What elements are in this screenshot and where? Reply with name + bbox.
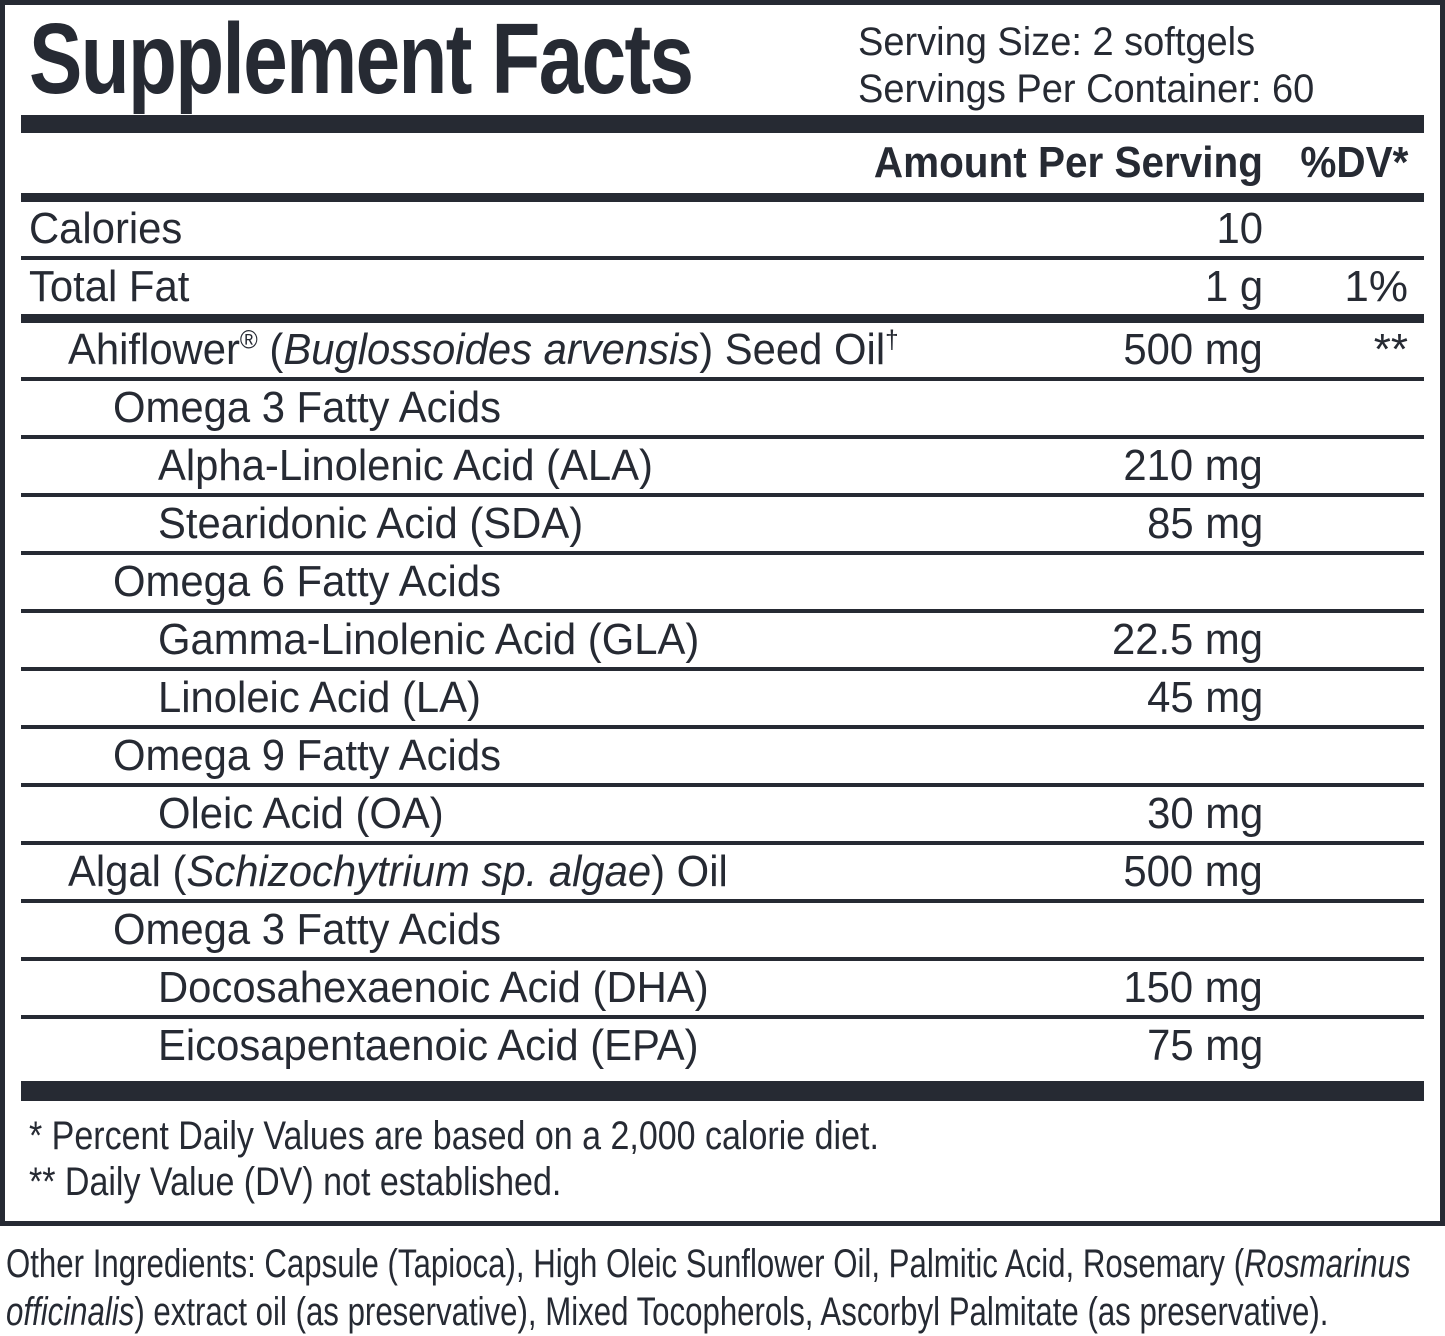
title-wrap: Supplement Facts — [29, 3, 858, 115]
row-amount: 85 mg — [1146, 498, 1263, 548]
row-amount: 30 mg — [1146, 788, 1263, 838]
column-header-row: Amount Per Serving %DV* — [21, 133, 1424, 193]
servings-per-container-line: Servings Per Container: 60 — [858, 66, 1315, 111]
row-amount — [1063, 905, 1263, 955]
row-label: Omega 3 Fatty Acids — [113, 382, 501, 432]
row-label: Alpha-Linolenic Acid (ALA) — [158, 440, 653, 490]
table-row: Eicosapentaenoic Acid (EPA) 75 mg — [21, 1014, 1424, 1073]
table-row: Docosahexaenoic Acid (DHA) 150 mg — [21, 956, 1424, 1015]
table-row: Oleic Acid (OA) 30 mg — [21, 782, 1424, 841]
table-row: Algal (Schizochytrium sp. algae) Oil 500 … — [21, 840, 1424, 899]
row-dv: ** — [1373, 324, 1408, 374]
row-dv — [1263, 381, 1424, 383]
row-label: Eicosapentaenoic Acid (EPA) — [158, 1020, 699, 1070]
row-dv — [1263, 439, 1424, 441]
row-amount — [1063, 731, 1263, 781]
row-amount — [1063, 383, 1263, 433]
table-row: Ahiflower® (Buglossoides arvensis) Seed … — [21, 313, 1424, 377]
row-dv — [1263, 1019, 1424, 1021]
row-label: Omega 6 Fatty Acids — [113, 556, 501, 606]
row-amount: 22.5 mg — [1111, 614, 1263, 664]
table-row: Gamma-Linolenic Acid (GLA) 22.5 mg — [21, 608, 1424, 667]
serving-size-line: Serving Size: 2 softgels — [858, 20, 1256, 64]
row-amount: 150 mg — [1123, 962, 1263, 1012]
table-row: Stearidonic Acid (SDA) 85 mg — [21, 492, 1424, 551]
other-ingredients: Other Ingredients: Capsule (Tapioca), Hi… — [0, 1226, 1445, 1336]
row-label: Algal (Schizochytrium sp. algae) Oil — [68, 846, 728, 896]
row-label: Oleic Acid (OA) — [158, 788, 444, 838]
row-dv — [1263, 961, 1424, 963]
row-dv — [1263, 555, 1424, 557]
row-amount: 1 g — [1204, 261, 1263, 311]
row-label: Total Fat — [29, 261, 190, 311]
serving-info: Serving Size: 2 softgels Servings Per Co… — [858, 13, 1338, 113]
amount-per-serving-header: Amount Per Serving — [873, 137, 1263, 187]
row-amount: 45 mg — [1146, 672, 1263, 722]
table-row: Calories 10 — [21, 192, 1424, 256]
row-amount: 210 mg — [1123, 440, 1263, 490]
row-dv — [1263, 202, 1424, 204]
header-divider-bar — [21, 114, 1424, 133]
row-dv — [1263, 787, 1424, 789]
row-label: Gamma-Linolenic Acid (GLA) — [158, 614, 700, 664]
table-row: Omega 3 Fatty Acids — [21, 898, 1424, 957]
nutrient-rows: Calories 10 Total Fat 1 g 1% Ahiflower® (Bugl… — [21, 192, 1424, 1073]
row-label: Linoleic Acid (LA) — [158, 672, 481, 722]
row-label: Calories — [29, 203, 183, 253]
table-row: Omega 9 Fatty Acids — [21, 724, 1424, 783]
row-dv — [1263, 613, 1424, 615]
row-amount: 75 mg — [1146, 1020, 1263, 1070]
row-dv — [1263, 903, 1424, 905]
table-row: Linoleic Acid (LA) 45 mg — [21, 666, 1424, 725]
row-label: Omega 3 Fatty Acids — [113, 904, 501, 954]
row-dv — [1263, 729, 1424, 731]
row-amount: 500 mg — [1123, 846, 1263, 896]
footnote-line: * Percent Daily Values are based on a 2,… — [29, 1113, 879, 1158]
row-dv — [1263, 845, 1424, 847]
row-label: Ahiflower® (Buglossoides arvensis) Seed … — [68, 324, 899, 374]
row-dv: 1% — [1344, 261, 1408, 311]
footnote-divider-bar — [21, 1080, 1424, 1101]
footnote-line: ** Daily Value (DV) not established. — [29, 1159, 562, 1204]
panel-header: Supplement Facts Serving Size: 2 softgel… — [21, 5, 1424, 115]
row-label: Stearidonic Acid (SDA) — [158, 498, 584, 548]
row-label: Omega 9 Fatty Acids — [113, 730, 501, 780]
table-row: Omega 3 Fatty Acids — [21, 376, 1424, 435]
row-amount: 500 mg — [1123, 324, 1263, 374]
other-ingredients-line: Other Ingredients: Capsule (Tapioca), Hi… — [6, 1241, 1411, 1286]
footnotes: * Percent Daily Values are based on a 2,… — [21, 1101, 1424, 1221]
table-row: Omega 6 Fatty Acids — [21, 550, 1424, 609]
row-amount: 10 — [1216, 203, 1263, 253]
row-amount — [1063, 557, 1263, 607]
panel-title: Supplement Facts — [29, 3, 694, 115]
row-dv — [1263, 497, 1424, 499]
row-label: Docosahexaenoic Acid (DHA) — [158, 962, 709, 1012]
row-dv — [1263, 671, 1424, 673]
table-row: Alpha-Linolenic Acid (ALA) 210 mg — [21, 434, 1424, 493]
dv-header: %DV* — [1300, 137, 1408, 187]
table-row: Total Fat 1 g 1% — [21, 255, 1424, 314]
supplement-facts-panel: Supplement Facts Serving Size: 2 softgel… — [0, 0, 1445, 1226]
